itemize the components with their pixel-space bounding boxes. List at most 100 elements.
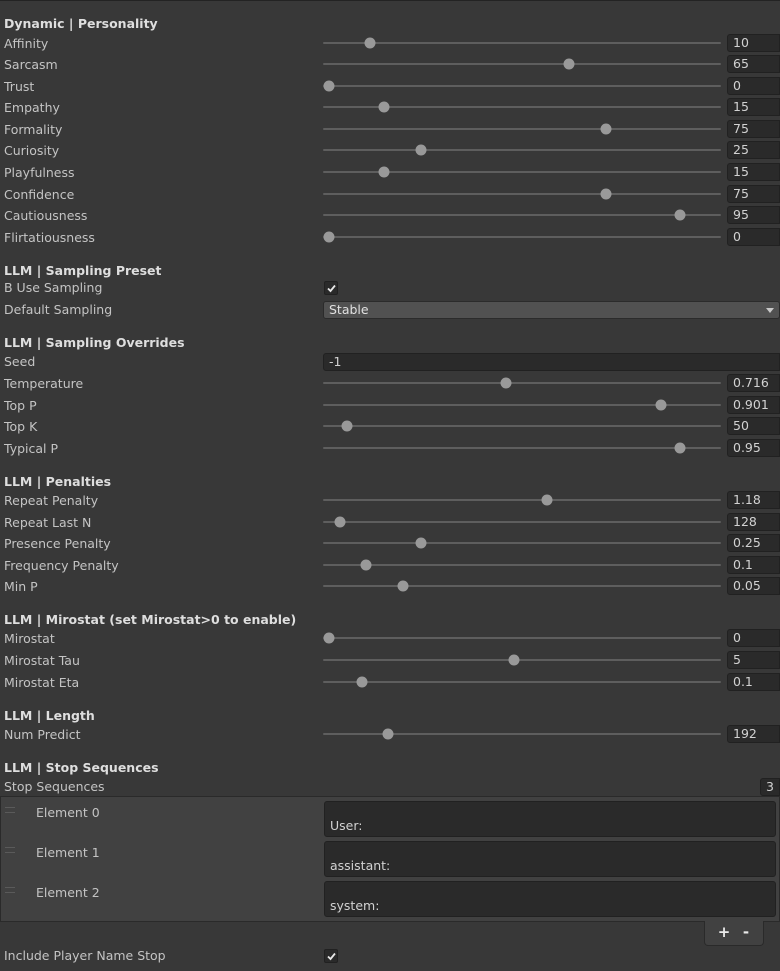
slider-track[interactable] [323, 42, 721, 44]
cautiousness-value-field[interactable]: 95 [727, 206, 780, 224]
formality-value-field[interactable]: 75 [727, 120, 780, 138]
empathy-label: Empathy [4, 100, 60, 115]
slider-thumb[interactable] [323, 231, 335, 243]
slider-thumb[interactable] [655, 399, 667, 411]
drag-handle-icon[interactable] [5, 847, 15, 853]
slider-thumb[interactable] [415, 144, 427, 156]
add-element-button[interactable]: + [717, 923, 731, 941]
presence-penalty-value-field[interactable]: 0.25 [727, 534, 780, 552]
empathy-value-field[interactable]: 15 [727, 98, 780, 116]
top-k-value-field[interactable]: 50 [727, 417, 780, 435]
slider-thumb[interactable] [382, 728, 394, 740]
slider-thumb[interactable] [356, 676, 368, 688]
slider-thumb[interactable] [360, 559, 372, 571]
slider-track[interactable] [323, 585, 721, 587]
slider-thumb[interactable] [378, 101, 390, 113]
slider-track[interactable] [323, 171, 721, 173]
playfulness-value-field[interactable]: 15 [727, 163, 780, 181]
slider-track[interactable] [323, 382, 721, 384]
mirostat-tau-value-field[interactable]: 5 [727, 651, 780, 669]
repeat-penalty-label: Repeat Penalty [4, 493, 99, 508]
slider-track[interactable] [323, 637, 721, 639]
slider-track[interactable] [323, 128, 721, 130]
slider-track[interactable] [323, 236, 721, 238]
trust-value-field[interactable]: 0 [727, 77, 780, 95]
affinity-label: Affinity [4, 36, 49, 51]
default-sampling-dropdown[interactable]: Stable [323, 301, 780, 319]
section-header-personality: Dynamic | Personality [4, 16, 158, 31]
slider-track[interactable] [323, 149, 721, 151]
slider-thumb[interactable] [563, 58, 575, 70]
element-0-value: User: [330, 818, 363, 833]
temperature-value-field[interactable]: 0.716 [727, 374, 780, 392]
slider-thumb[interactable] [415, 537, 427, 549]
mirostat-eta-value-field[interactable]: 0.1 [727, 673, 780, 691]
stop-sequences-count-field[interactable]: 3 [760, 778, 780, 796]
slider-track[interactable] [323, 425, 721, 427]
repeat-last-n-label: Repeat Last N [4, 515, 92, 530]
slider-thumb[interactable] [600, 188, 612, 200]
slider-thumb[interactable] [674, 209, 686, 221]
min-p-value-field[interactable]: 0.05 [727, 577, 780, 595]
num-predict-label: Num Predict [4, 727, 81, 742]
slider-track[interactable] [323, 681, 721, 683]
top-p-value-field[interactable]: 0.901 [727, 396, 780, 414]
slider-track[interactable] [323, 447, 721, 449]
slider-track[interactable] [323, 63, 721, 65]
section-header-penalties: LLM | Penalties [4, 474, 112, 489]
slider-track[interactable] [323, 521, 721, 523]
slider-track[interactable] [323, 733, 721, 735]
slider-track[interactable] [323, 542, 721, 544]
section-header-stop-sequences: LLM | Stop Sequences [4, 760, 159, 775]
slider-track[interactable] [323, 214, 721, 216]
element-1-label: Element 1 [36, 845, 100, 860]
slider-thumb[interactable] [378, 166, 390, 178]
remove-element-button[interactable]: - [742, 923, 750, 941]
repeat-last-n-value-field[interactable]: 128 [727, 513, 780, 531]
typical-p-value-field[interactable]: 0.95 [727, 439, 780, 457]
slider-thumb[interactable] [541, 494, 553, 506]
slider-thumb[interactable] [600, 123, 612, 135]
slider-track[interactable] [323, 106, 721, 108]
slider-thumb[interactable] [364, 37, 376, 49]
num-predict-value-field[interactable]: 192 [727, 725, 780, 743]
element-2-field[interactable]: system: [324, 881, 776, 917]
frequency-penalty-value-field[interactable]: 0.1 [727, 556, 780, 574]
slider-track[interactable] [323, 404, 721, 406]
element-0-label: Element 0 [36, 805, 100, 820]
element-0-field[interactable]: User: [324, 801, 776, 837]
drag-handle-icon[interactable] [5, 807, 15, 813]
frequency-penalty-label: Frequency Penalty [4, 558, 119, 573]
cautiousness-label: Cautiousness [4, 208, 88, 223]
slider-thumb[interactable] [397, 580, 409, 592]
slider-thumb[interactable] [323, 80, 335, 92]
mirostat-value-field[interactable]: 0 [727, 629, 780, 647]
slider-thumb[interactable] [508, 654, 519, 666]
slider-thumb[interactable] [323, 632, 335, 644]
sarcasm-label: Sarcasm [4, 57, 58, 72]
slider-track[interactable] [323, 85, 721, 87]
use-sampling-checkbox[interactable] [324, 281, 338, 295]
flirtatiousness-value-field[interactable]: 0 [727, 228, 780, 246]
sarcasm-value-field[interactable]: 65 [727, 55, 780, 73]
slider-track[interactable] [323, 659, 721, 661]
formality-label: Formality [4, 122, 63, 137]
include-player-name-stop-checkbox[interactable] [324, 949, 338, 963]
curiosity-value-field[interactable]: 25 [727, 141, 780, 159]
top-divider [0, 0, 780, 1]
slider-thumb[interactable] [341, 420, 353, 432]
slider-thumb[interactable] [334, 516, 346, 528]
slider-track[interactable] [323, 499, 721, 501]
slider-track[interactable] [323, 564, 721, 566]
seed-input[interactable]: -1 [323, 353, 780, 371]
slider-track[interactable] [323, 193, 721, 195]
slider-thumb[interactable] [674, 442, 686, 454]
drag-handle-icon[interactable] [5, 887, 15, 893]
repeat-penalty-value-field[interactable]: 1.18 [727, 491, 780, 509]
element-1-field[interactable]: assistant: [324, 841, 776, 877]
confidence-value-field[interactable]: 75 [727, 185, 780, 203]
slider-thumb[interactable] [500, 377, 512, 389]
affinity-value-field[interactable]: 10 [727, 34, 780, 52]
temperature-label: Temperature [4, 376, 84, 391]
default-sampling-label: Default Sampling [4, 302, 113, 317]
